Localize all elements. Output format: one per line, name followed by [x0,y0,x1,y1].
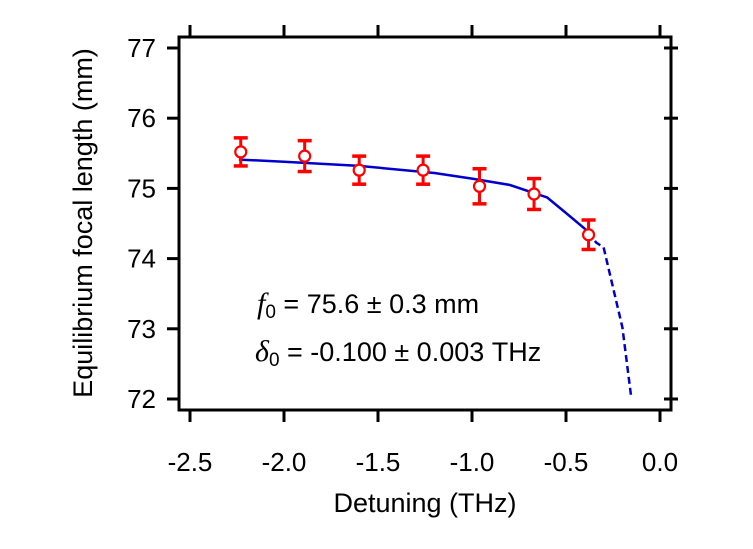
fit-line-dashed [587,231,633,396]
y-tick-label: 76 [127,103,156,133]
point-marker [416,163,430,177]
delta0-symbol: δ [255,335,270,368]
plot-frame [177,35,673,412]
annotation-delta0: δ0 = -0.100 ± 0.003 THz [255,335,541,371]
annotation-f0: f0 = 75.6 ± 0.3 mm [257,287,479,323]
data-point [527,176,542,212]
y-tick-label: 75 [127,173,156,203]
x-tick-label: -1.0 [450,447,495,477]
point-marker [581,228,596,242]
f0-value: = 75.6 ± 0.3 mm [276,289,479,319]
y-tick-label: 73 [127,314,156,344]
point-marker [234,145,248,159]
axis-ticks: -2.5 -2.0 -1.5 -1.0 -0.5 0.0 72 73 74 75 76 77 [127,25,678,477]
x-axis-label: Detuning (THz) [333,488,516,518]
data-point [472,166,487,206]
y-tick-label: 74 [127,244,156,274]
point-marker [298,149,312,163]
point-marker [472,179,487,193]
data-point [297,138,312,174]
f0-subscript: 0 [265,302,276,323]
delta0-value: = -0.100 ± 0.003 THz [280,337,542,367]
fit-line-solid [238,158,590,233]
x-tick-label: -1.5 [356,447,401,477]
x-tick-label: -2.5 [168,447,213,477]
data-point [581,218,596,252]
data-point [416,154,431,186]
y-tick-label: 72 [127,384,156,414]
delta0-subscript: 0 [269,350,280,371]
x-tick-label: 0.0 [642,447,678,477]
point-marker [352,163,366,177]
y-tick-label: 77 [127,33,156,63]
fit-curve [238,158,633,396]
x-tick-label: -0.5 [544,447,589,477]
y-axis-label: Equilibrium focal length (mm) [68,48,98,398]
data-points [233,136,596,252]
point-marker [527,187,541,201]
x-tick-label: -2.0 [262,447,307,477]
data-point [352,154,367,186]
data-point [233,136,248,168]
